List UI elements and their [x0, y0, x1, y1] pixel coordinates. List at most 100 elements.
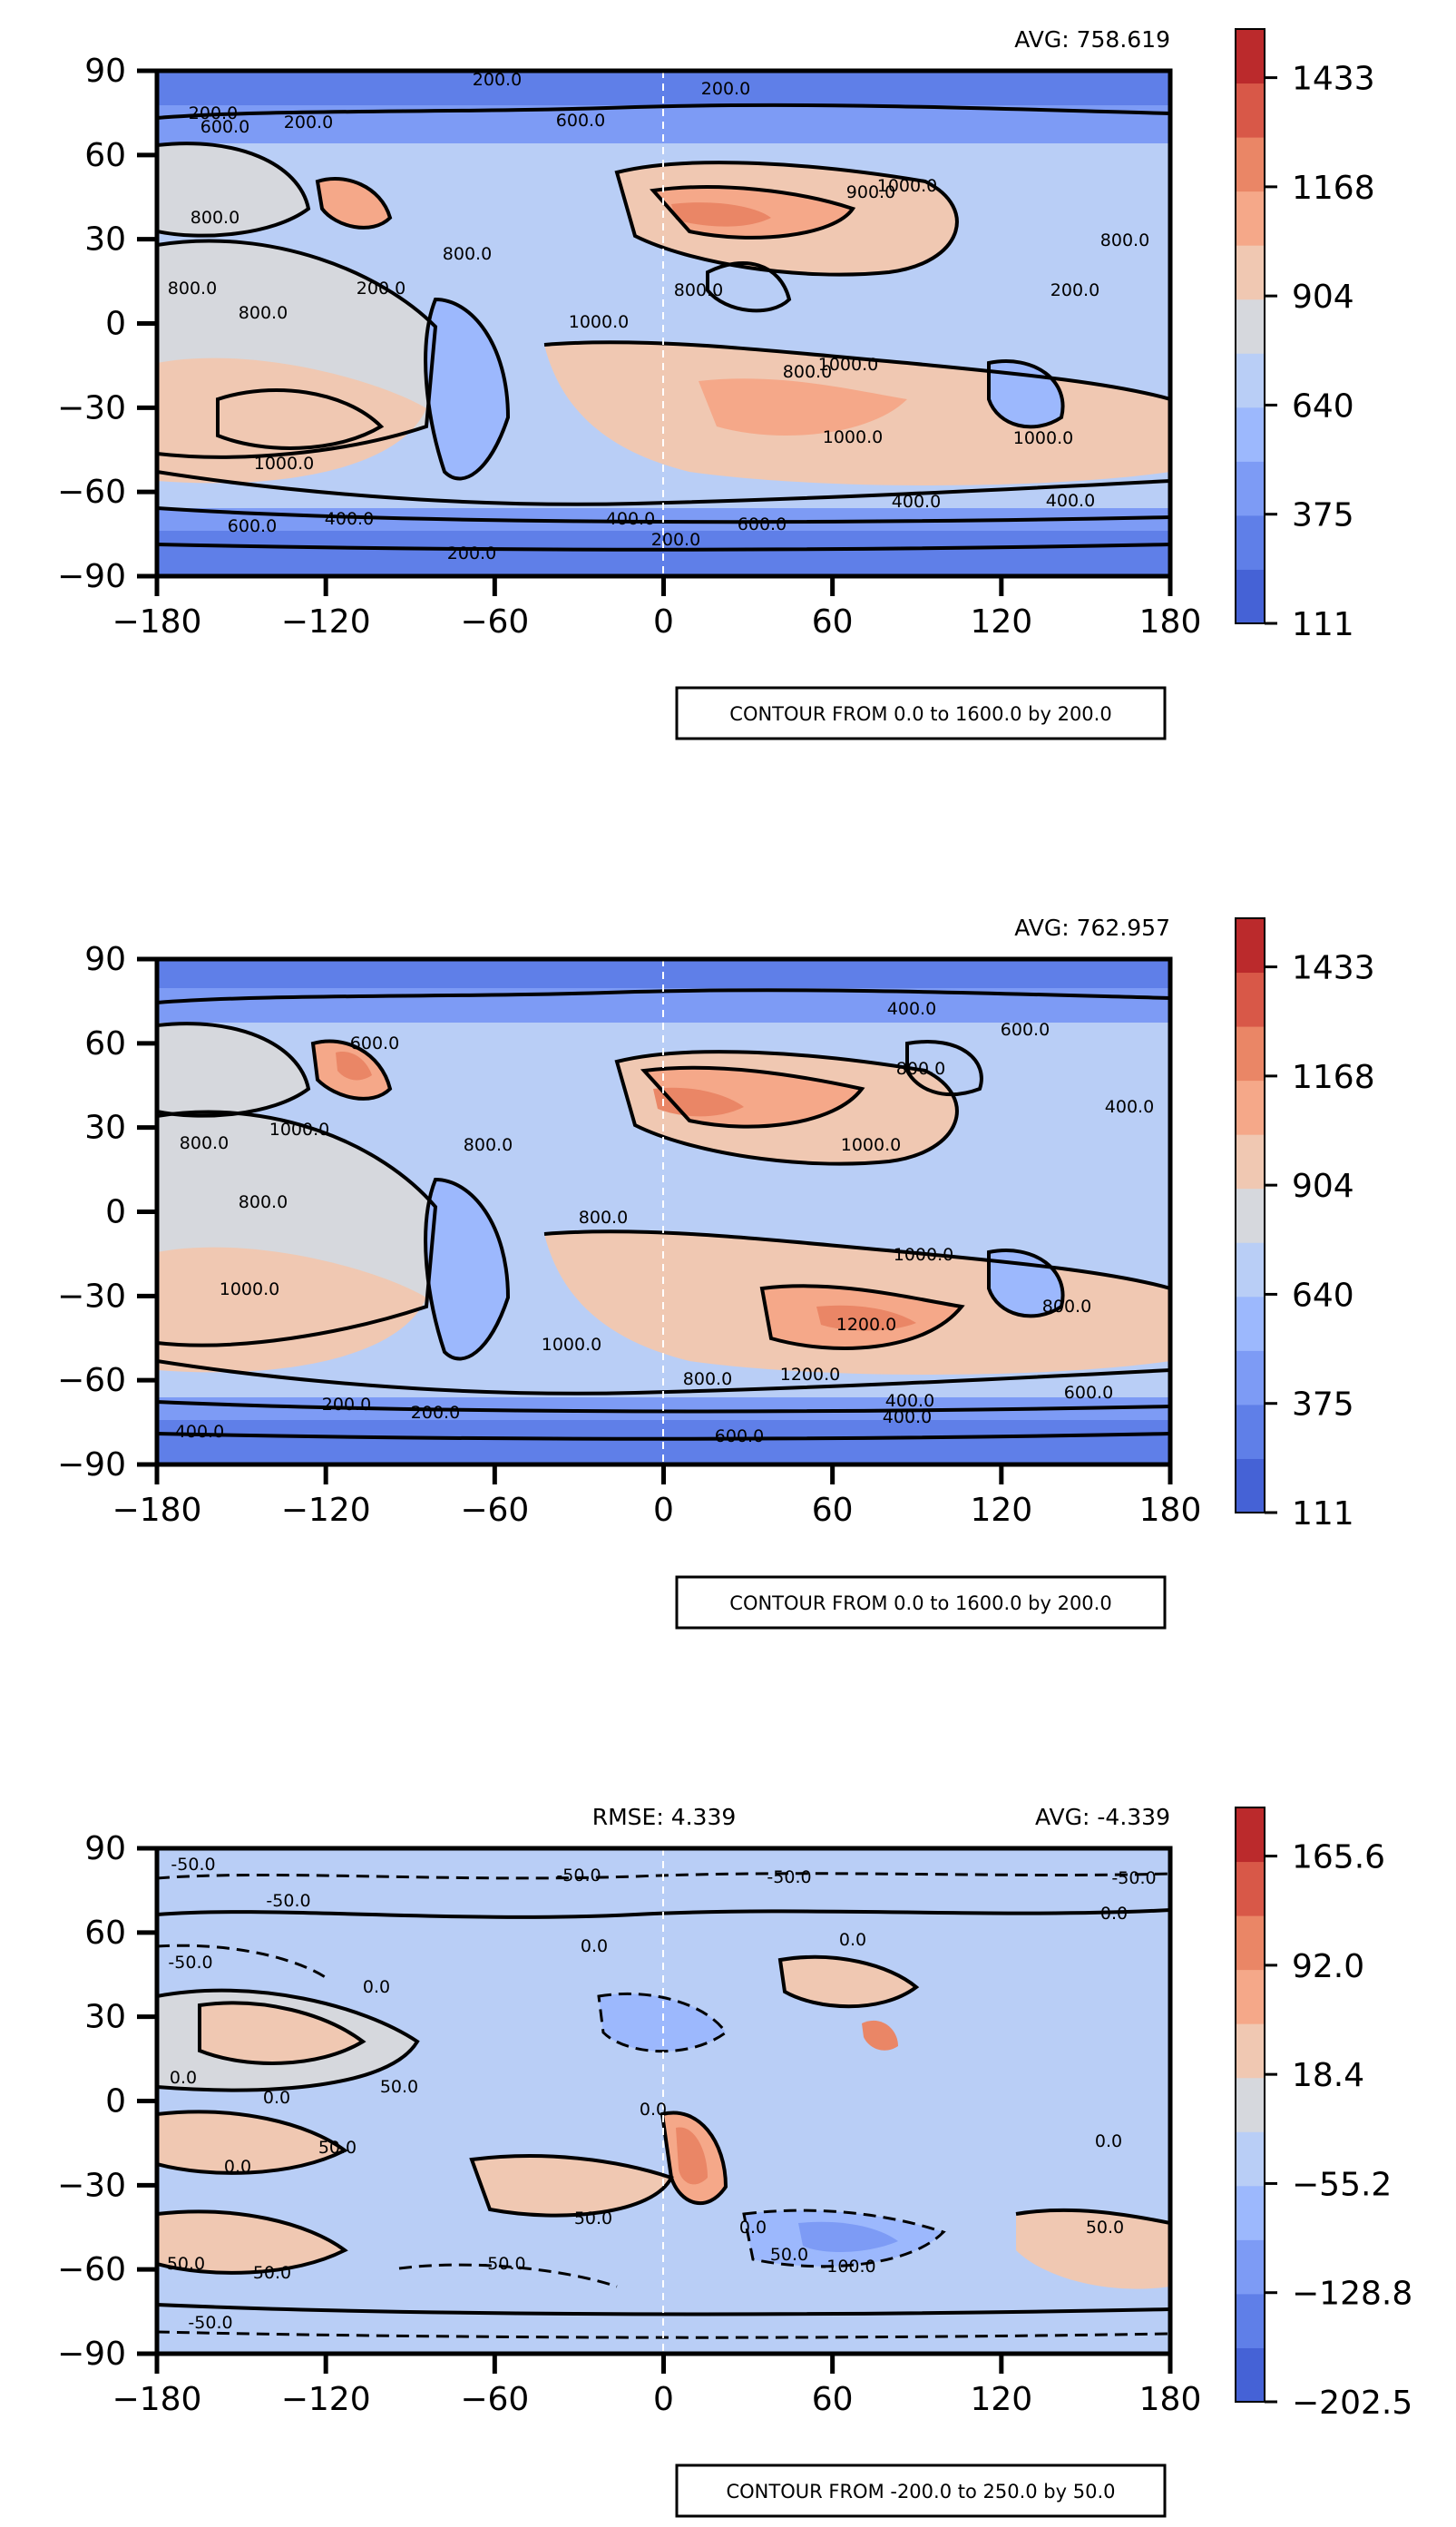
colorbar-tick-label: 92.0	[1292, 1948, 1364, 1985]
contour-label: 1000.0	[569, 312, 629, 332]
x-tick-label: 60	[812, 1492, 854, 1529]
contour-line	[543, 340, 1170, 401]
contour-label: 1000.0	[823, 427, 883, 447]
contour-line	[157, 1110, 438, 1347]
colorbar-band	[1236, 1080, 1265, 1135]
x-tick-label: 0	[653, 1492, 674, 1529]
colorbar-band	[1236, 2077, 1265, 2132]
colorbar-tick-label: 1433	[1292, 950, 1375, 987]
filled-region	[157, 358, 426, 484]
contour-label: 200.0	[411, 1403, 460, 1423]
contour-line	[157, 2303, 1170, 2316]
colorbar-band	[1236, 1296, 1265, 1351]
contour-label: 0.0	[263, 2088, 290, 2108]
contour-label: 0.0	[739, 2218, 767, 2238]
contour-label: 800.0	[579, 1208, 628, 1228]
contour-line	[157, 103, 1170, 120]
contour-label: 800.0	[464, 1135, 513, 1155]
panel-3-difference: RMSE: 4.339 AVG: -4.339	[57, 1804, 1412, 2518]
negative-contour-line	[157, 2330, 1170, 2339]
filled-region	[336, 1052, 372, 1081]
contour-line	[198, 2001, 366, 2065]
contour-label: 400.0	[325, 509, 374, 529]
contour-line	[157, 1432, 1170, 1441]
contour-label: 1000.0	[841, 1135, 901, 1155]
contour-label: -50.0	[556, 1866, 601, 1885]
contour-label: 1000.0	[542, 1335, 601, 1355]
contour-label: 400.0	[883, 1407, 932, 1427]
x-tick-label: −60	[460, 1492, 529, 1529]
contour-line	[987, 1249, 1065, 1318]
contour-label: 400.0	[892, 492, 941, 512]
y-tick-label: 60	[84, 1915, 126, 1952]
colorbar-band	[1236, 2185, 1265, 2240]
negative-contour-line	[597, 1992, 728, 2053]
contour-label: 800.0	[683, 1369, 732, 1389]
contour-label: -50.0	[481, 2254, 525, 2274]
contour-line	[424, 297, 511, 481]
x-tick-label: −120	[281, 603, 371, 641]
colorbar-band	[1236, 2293, 1265, 2348]
colorbar-tick-label: −128.8	[1292, 2276, 1412, 2313]
contour-note: CONTOUR FROM 0.0 to 1600.0 by 200.0	[729, 1592, 1111, 1614]
colorbar-tick-label: 111	[1292, 606, 1354, 643]
y-tick-label: 60	[84, 137, 126, 174]
contour-label: 600.0	[556, 111, 605, 131]
contour-label: 50.0	[253, 2263, 291, 2283]
colorbar-band	[1236, 1458, 1265, 1513]
contour-line	[660, 2111, 728, 2206]
colorbar-tick-label: 111	[1292, 1495, 1354, 1533]
contour-note-box	[675, 1575, 1167, 1630]
contour-label: 1000.0	[254, 454, 314, 474]
panel-1: AVG: 758.619	[57, 26, 1375, 740]
x-tick-label: −120	[281, 1492, 371, 1529]
y-tick-label: −90	[57, 558, 126, 595]
colorbar-band	[1236, 1026, 1265, 1082]
y-tick-label: −30	[57, 2167, 126, 2204]
colorbar-band	[1236, 1242, 1265, 1298]
x-tick-label: 120	[970, 2381, 1032, 2418]
rmse-label: RMSE: 4.339	[592, 1804, 737, 1830]
contour-line	[157, 1359, 1170, 1396]
contour-label: -50.0	[767, 1867, 811, 1887]
colorbar-tick-label: 375	[1292, 1386, 1354, 1424]
x-tick-label: −60	[460, 2381, 529, 2418]
contour-label: 0.0	[1095, 2131, 1122, 2151]
contour-label: 800.0	[168, 279, 217, 299]
contour-label: 600.0	[200, 117, 249, 137]
colorbar-tick-label: 1168	[1292, 1059, 1375, 1096]
contour-label: 0.0	[839, 1930, 866, 1950]
colorbar-band	[1236, 406, 1265, 462]
colorbar: 1433 1168 904 640 375 111	[1236, 29, 1375, 643]
colorbar-band	[1236, 972, 1265, 1027]
contour-label: 800.0	[180, 1133, 229, 1153]
contour-label: 600.0	[1064, 1383, 1113, 1403]
contour-label: 800.0	[896, 1059, 945, 1079]
contour-label: 800.0	[239, 303, 288, 323]
contour-label: 1000.0	[894, 1245, 953, 1265]
x-tick-label: 60	[812, 603, 854, 641]
contour-label: 200.0	[322, 1395, 371, 1415]
colorbar: 1433 1168 904 640 375 111	[1236, 918, 1375, 1533]
x-tick-label: 180	[1139, 1492, 1202, 1529]
contour-label: 0.0	[1100, 1904, 1128, 1924]
y-tick-label: 90	[84, 1830, 126, 1867]
colorbar-band	[1236, 918, 1265, 974]
filled-region	[699, 378, 907, 436]
colorbar-tick-label: 904	[1292, 279, 1354, 316]
x-tick-label: 120	[970, 1492, 1032, 1529]
contour-label: -50.0	[168, 1953, 212, 1973]
y-tick-label: 30	[84, 221, 126, 259]
axes: −180 −120 −60 0 60 120 180 90 60 30 0 −30 −60 −90	[57, 53, 1201, 641]
negative-contour-line	[398, 2263, 618, 2288]
colorbar-tick-label: −202.5	[1292, 2385, 1412, 2422]
map-plot-area: 400.0 600.0 600.0 800.0 400.0 800.0 800.0 800.0…	[157, 959, 1170, 1464]
contour-line	[157, 2209, 348, 2275]
colorbar-band	[1236, 2239, 1265, 2295]
contour-label: 200.0	[701, 79, 750, 99]
filled-region	[200, 2003, 363, 2063]
contour-label: 600.0	[228, 516, 277, 536]
contour-line	[777, 1954, 920, 2009]
colorbar-tick-label: −55.2	[1292, 2166, 1392, 2203]
